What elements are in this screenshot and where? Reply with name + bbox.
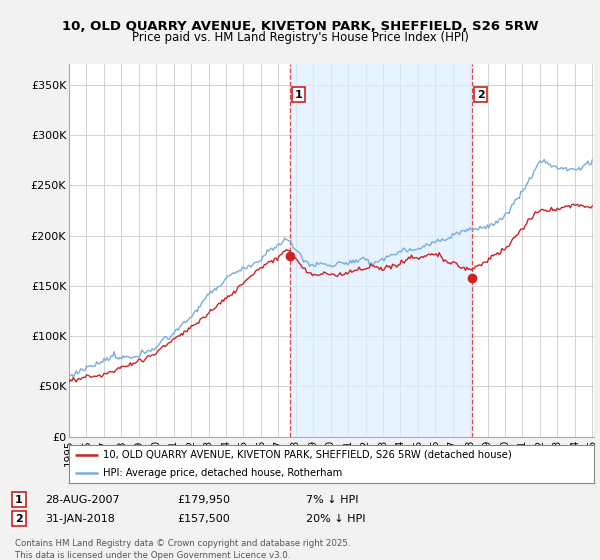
Text: 1: 1 xyxy=(15,494,23,505)
Text: 2: 2 xyxy=(477,90,485,100)
Text: £179,950: £179,950 xyxy=(177,494,230,505)
Text: 28-AUG-2007: 28-AUG-2007 xyxy=(45,494,119,505)
Text: 7% ↓ HPI: 7% ↓ HPI xyxy=(306,494,359,505)
Text: 20% ↓ HPI: 20% ↓ HPI xyxy=(306,514,365,524)
Text: 1: 1 xyxy=(295,90,302,100)
Text: Contains HM Land Registry data © Crown copyright and database right 2025.
This d: Contains HM Land Registry data © Crown c… xyxy=(15,539,350,559)
Text: HPI: Average price, detached house, Rotherham: HPI: Average price, detached house, Roth… xyxy=(103,468,343,478)
Bar xyxy=(290,64,472,437)
Text: 31-JAN-2018: 31-JAN-2018 xyxy=(45,514,115,524)
Text: 10, OLD QUARRY AVENUE, KIVETON PARK, SHEFFIELD, S26 5RW: 10, OLD QUARRY AVENUE, KIVETON PARK, SHE… xyxy=(62,20,538,32)
Text: 2: 2 xyxy=(15,514,23,524)
Text: £157,500: £157,500 xyxy=(177,514,230,524)
Text: Price paid vs. HM Land Registry's House Price Index (HPI): Price paid vs. HM Land Registry's House … xyxy=(131,31,469,44)
Text: 10, OLD QUARRY AVENUE, KIVETON PARK, SHEFFIELD, S26 5RW (detached house): 10, OLD QUARRY AVENUE, KIVETON PARK, SHE… xyxy=(103,450,512,460)
